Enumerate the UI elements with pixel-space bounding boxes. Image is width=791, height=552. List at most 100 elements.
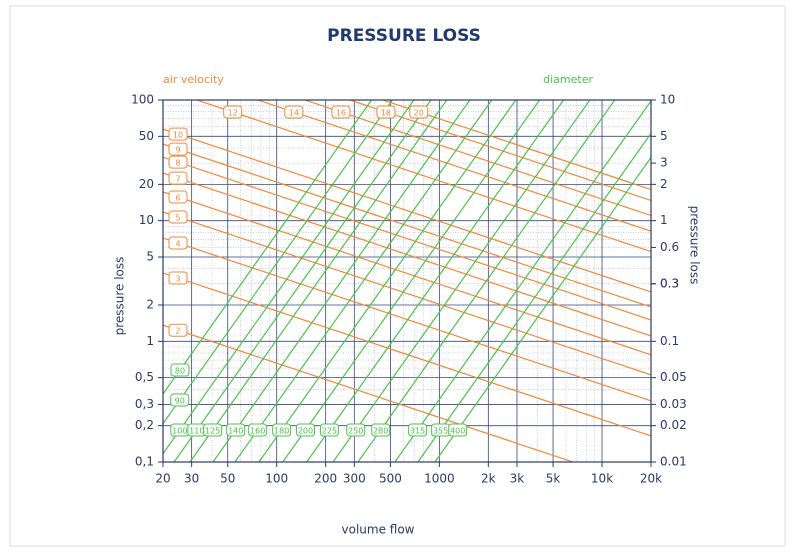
line-label-box bbox=[168, 210, 188, 224]
line-label: 8 bbox=[175, 159, 180, 168]
x-tick-label: 2k bbox=[481, 472, 496, 486]
x-tick-label: 200 bbox=[314, 472, 337, 486]
y-tick-label: 10 bbox=[139, 213, 154, 227]
y2-tick-label: 0.3 bbox=[660, 276, 679, 290]
line-label-box bbox=[203, 423, 223, 437]
line-label-box bbox=[170, 363, 190, 377]
line-label: 2 bbox=[175, 327, 180, 336]
line-label-box bbox=[376, 105, 396, 119]
line-velocity bbox=[163, 324, 575, 462]
line-label-box bbox=[448, 423, 468, 437]
y-tick-label: 2 bbox=[146, 298, 154, 312]
line-label: 12 bbox=[228, 109, 238, 118]
line-diameter bbox=[434, 156, 651, 462]
line-velocity bbox=[255, 100, 651, 232]
y2-tick-label: 0.01 bbox=[660, 455, 687, 469]
line-label: 4 bbox=[175, 240, 180, 249]
line-diameter bbox=[357, 100, 616, 462]
line-velocity bbox=[163, 128, 651, 293]
line-diameter bbox=[417, 132, 651, 462]
line-label-box bbox=[168, 271, 188, 285]
y-tick-label: 50 bbox=[139, 129, 154, 143]
y2-tick-label: 10 bbox=[660, 93, 675, 107]
line-label: 9 bbox=[175, 146, 180, 155]
line-label-box bbox=[409, 105, 429, 119]
line-diameter bbox=[234, 100, 493, 462]
line-label-box bbox=[170, 393, 190, 407]
line-label: 250 bbox=[348, 427, 363, 436]
line-velocity bbox=[348, 100, 651, 202]
line-diameter bbox=[306, 100, 565, 462]
y2-axis-title: pressure loss bbox=[688, 206, 702, 285]
line-label-box bbox=[371, 423, 391, 437]
y-tick-label: 0,2 bbox=[135, 418, 154, 432]
plot-border bbox=[162, 99, 652, 463]
y-tick-label: 0,3 bbox=[135, 397, 154, 411]
line-label: 100 bbox=[172, 427, 187, 436]
line-label: 280 bbox=[373, 427, 388, 436]
x-tick-label: 20 bbox=[155, 472, 170, 486]
line-label: 180 bbox=[274, 427, 289, 436]
y2-tick-label: 0.3 bbox=[660, 276, 679, 290]
line-label-box bbox=[284, 105, 304, 119]
line-label: 80 bbox=[175, 367, 185, 376]
line-velocity bbox=[163, 156, 651, 321]
line-label-box bbox=[168, 323, 188, 337]
line-diameter bbox=[394, 100, 651, 462]
line-velocity bbox=[163, 172, 651, 337]
line-label: 16 bbox=[336, 109, 346, 118]
y-tick-label: 0,1 bbox=[135, 455, 154, 469]
line-label: 6 bbox=[175, 193, 180, 202]
x-tick-label: 5k bbox=[546, 472, 561, 486]
line-velocity bbox=[163, 272, 651, 437]
x-tick-label: 30 bbox=[184, 472, 199, 486]
line-diameter bbox=[173, 100, 432, 462]
line-label-box bbox=[346, 423, 366, 437]
line-label: 400 bbox=[450, 427, 465, 436]
y2-tick-label: 0.1 bbox=[660, 334, 679, 348]
x-tick-label: 20k bbox=[640, 472, 662, 486]
line-label-box bbox=[168, 236, 188, 250]
line-label: 7 bbox=[175, 175, 180, 184]
x-tick-label: 300 bbox=[343, 472, 366, 486]
line-label: 90 bbox=[175, 397, 185, 406]
line-label-box bbox=[331, 105, 351, 119]
line-label-box bbox=[223, 105, 243, 119]
line-label: 5 bbox=[175, 214, 180, 223]
y-tick-label: 20 bbox=[139, 177, 154, 191]
line-velocity bbox=[163, 143, 651, 308]
line-velocity bbox=[380, 100, 651, 191]
chart-title: PRESSURE LOSS bbox=[327, 26, 481, 46]
line-label: 315 bbox=[410, 427, 425, 436]
line-label: 110 bbox=[189, 427, 204, 436]
line-label: 140 bbox=[228, 427, 243, 436]
line-label-box bbox=[248, 423, 268, 437]
line-label: 18 bbox=[381, 109, 391, 118]
line-diameter bbox=[212, 100, 471, 462]
line-label-box bbox=[408, 423, 428, 437]
line-diameter bbox=[163, 100, 415, 455]
y-tick-label: 100 bbox=[131, 93, 154, 107]
line-diameter bbox=[189, 100, 448, 462]
line-label-box bbox=[319, 423, 339, 437]
line-label-box bbox=[168, 155, 188, 169]
legend-label: air velocity bbox=[163, 73, 224, 86]
x-tick-label: 3k bbox=[510, 472, 525, 486]
x-tick-label: 100 bbox=[265, 472, 288, 486]
x-axis-title: volume flow bbox=[342, 523, 415, 537]
y2-tick-label: 5 bbox=[660, 129, 668, 143]
y2-tick-label: 2 bbox=[660, 177, 668, 191]
line-label-box bbox=[168, 171, 188, 185]
line-diameter bbox=[282, 100, 541, 462]
y2-tick-label: 0.03 bbox=[660, 397, 687, 411]
x-tick-label: 10k bbox=[591, 472, 613, 486]
y-tick-label: 0,5 bbox=[135, 370, 154, 384]
line-label-box bbox=[226, 423, 246, 437]
line-velocity bbox=[163, 191, 651, 356]
line-label-box bbox=[272, 423, 292, 437]
y2-tick-label: 0.05 bbox=[660, 370, 687, 384]
y2-tick-label: 0.02 bbox=[660, 418, 687, 432]
y2-tick-label: 0.6 bbox=[660, 240, 679, 254]
y2-tick-label: 3 bbox=[660, 156, 668, 170]
y2-tick-label: 1 bbox=[660, 213, 668, 227]
